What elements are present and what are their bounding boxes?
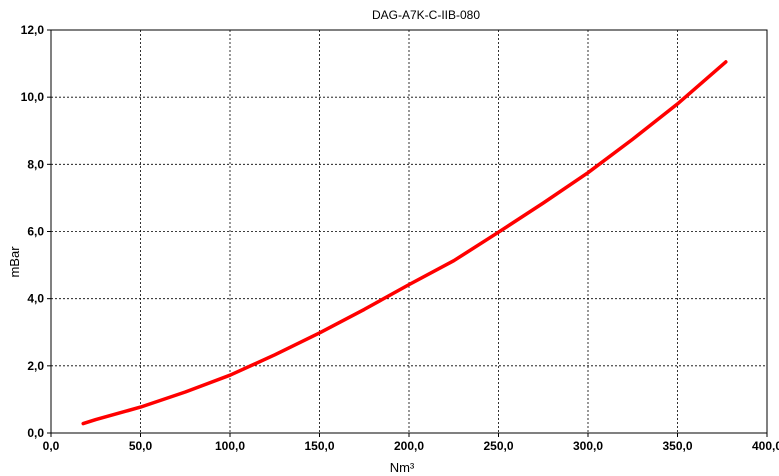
- y-axis-ticks: 0,0 2,0 4,0 6,0 8,0 10,0 12,0: [21, 23, 51, 440]
- x-axis-title: Nm³: [390, 460, 415, 475]
- y-tick-label: 12,0: [21, 23, 45, 37]
- y-tick-label: 4,0: [27, 292, 44, 306]
- x-tick-label: 400,0: [752, 439, 779, 453]
- x-tick-label: 100,0: [215, 439, 245, 453]
- y-axis-title: mBar: [7, 246, 22, 278]
- x-tick-label: 350,0: [662, 439, 692, 453]
- x-tick-label: 150,0: [304, 439, 334, 453]
- y-tick-label: 0,0: [27, 426, 44, 440]
- y-tick-label: 6,0: [27, 225, 44, 239]
- x-tick-label: 50,0: [129, 439, 153, 453]
- x-tick-label: 0,0: [43, 439, 60, 453]
- y-tick-label: 8,0: [27, 157, 44, 171]
- x-axis-ticks: 0,0 50,0 100,0 150,0 200,0 250,0 300,0 350,0 400…: [43, 433, 779, 453]
- x-tick-label: 300,0: [573, 439, 603, 453]
- x-tick-label: 200,0: [394, 439, 424, 453]
- grid: [51, 30, 767, 433]
- series-group: [81, 60, 728, 426]
- series-line: [81, 60, 728, 426]
- y-tick-label: 10,0: [21, 90, 45, 104]
- x-tick-label: 250,0: [483, 439, 513, 453]
- chart-title: DAG-A7K-C-IIB-080: [372, 8, 480, 22]
- y-tick-label: 2,0: [27, 359, 44, 373]
